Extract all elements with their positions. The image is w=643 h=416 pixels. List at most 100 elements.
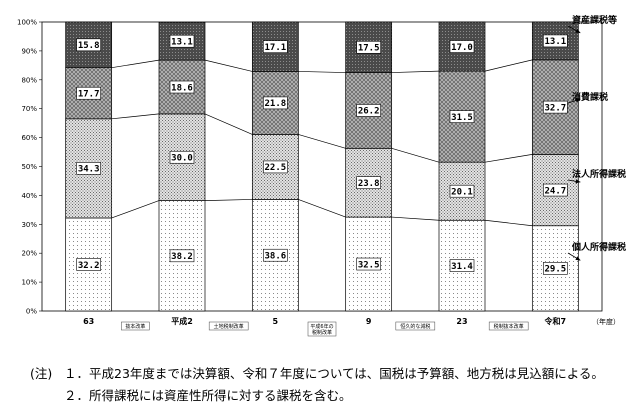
reform-box	[307, 321, 337, 337]
connector-line	[391, 70, 440, 73]
value-label: 17.7	[78, 90, 100, 100]
value-label-box	[169, 249, 195, 263]
note-2: ２．所得課税には資産性所得に対する課税を含む。	[64, 388, 352, 403]
value-label: 30.0	[171, 154, 193, 164]
y-tick-label: 70%	[21, 105, 37, 113]
value-label-box	[543, 34, 568, 48]
reform-box	[488, 321, 529, 331]
value-label: 17.1	[264, 43, 286, 53]
series-label: 資産課税等	[572, 14, 617, 26]
value-label: 38.6	[264, 252, 286, 262]
connector-line	[111, 200, 160, 219]
value-label: 32.5	[358, 260, 380, 270]
value-label: 13.1	[544, 37, 566, 47]
reform-label: 税制抜本改革	[494, 323, 524, 330]
value-label: 26.2	[358, 107, 380, 117]
value-label: 31.5	[451, 113, 473, 123]
value-label-box	[76, 38, 101, 52]
value-label: 29.5	[544, 265, 566, 275]
leader-arrowhead	[575, 179, 581, 184]
x-tick-label: 63	[83, 317, 94, 326]
value-label-box	[543, 262, 568, 275]
series-label: 法人所得課税	[572, 168, 626, 180]
value-label-box	[263, 160, 288, 174]
reform-label: 土地税制改革	[214, 323, 244, 330]
value-label-box	[449, 110, 475, 123]
x-tick-label: 平成2	[171, 316, 193, 326]
y-tick-label: 90%	[21, 47, 37, 55]
value-label: 18.6	[171, 83, 193, 93]
connector-line	[204, 199, 253, 201]
connector-line	[111, 59, 160, 69]
value-label-box	[449, 40, 475, 53]
connector-line	[204, 113, 253, 135]
connector-line	[484, 154, 533, 163]
note-1: １．平成23年度までは決算額、令和７年度については、国税は予算額、地方税は見込額…	[64, 366, 604, 381]
y-tick-label: 40%	[21, 192, 37, 200]
value-label-box	[169, 34, 195, 48]
reform-box	[121, 321, 150, 331]
reform-label: 抜本改革	[125, 323, 145, 330]
value-label: 38.2	[171, 252, 193, 262]
y-tick-label: 50%	[21, 163, 37, 171]
leader-arrowhead	[575, 28, 581, 33]
value-label: 13.1	[171, 38, 193, 48]
series-label: 消費課税	[572, 91, 608, 103]
connector-line	[298, 71, 346, 73]
value-label: 17.5	[358, 44, 380, 54]
connector-line	[484, 59, 533, 72]
value-label-box	[356, 257, 381, 271]
value-label: 23.8	[358, 179, 380, 189]
connector-line	[484, 219, 533, 227]
y-tick-label: 60%	[21, 134, 37, 142]
value-label: 15.8	[78, 41, 100, 51]
y-tick-label: 20%	[21, 250, 37, 258]
connector-line	[391, 147, 440, 163]
stacked-bar-chart: 0% 10% 20% 30% 40% 50% 60% 70% 80% 90% 100% 32.2 34…	[17, 14, 626, 337]
value-label: 21.8	[264, 99, 286, 109]
reform-label: 恒久的な減税	[400, 323, 430, 330]
connector-line	[298, 199, 346, 218]
value-label-box	[449, 184, 475, 198]
value-label: 31.4	[451, 262, 473, 272]
y-tick-label: 30%	[21, 221, 37, 229]
connector-line	[204, 59, 253, 72]
x-tick-label: 令和7	[544, 316, 567, 326]
value-label: 32.7	[544, 103, 566, 113]
connector-line	[111, 113, 160, 120]
value-label-box	[76, 258, 101, 271]
value-label-box	[356, 176, 381, 189]
value-label: 22.5	[264, 163, 286, 173]
value-label-box	[169, 150, 195, 164]
value-label-box	[263, 248, 288, 262]
connector-line	[298, 134, 346, 149]
value-label-box	[543, 100, 568, 114]
value-label: 20.1	[451, 188, 473, 198]
x-tick-label: 9	[366, 317, 372, 326]
leader-arrowhead	[575, 98, 581, 103]
y-tick-label: 80%	[21, 76, 37, 84]
x-unit-label: （年度）	[592, 317, 620, 326]
bar-segment	[158, 21, 206, 61]
notes-label: (注)	[30, 366, 53, 381]
reform-label: 平成6年の税制改革	[310, 323, 333, 336]
y-tick-label: 10%	[21, 279, 37, 287]
reform-box	[208, 321, 249, 331]
value-label-box	[76, 86, 101, 100]
value-label-box	[76, 162, 101, 175]
leader-arrowhead	[575, 256, 581, 261]
x-tick-label: 5	[273, 317, 279, 326]
value-label-box	[263, 40, 288, 54]
connector-line	[391, 216, 440, 221]
value-label-box	[356, 104, 381, 117]
y-tick-label: 0%	[26, 308, 37, 316]
y-tick-label: 100%	[17, 19, 37, 27]
x-tick-label: 23	[456, 317, 467, 326]
value-label-box	[543, 183, 568, 197]
value-label-box	[263, 96, 288, 110]
value-label-box	[449, 259, 475, 272]
value-label: 32.2	[78, 261, 100, 271]
series-label: 個人所得課税	[571, 241, 626, 253]
value-label: 17.0	[451, 43, 473, 53]
value-label-box	[169, 80, 195, 94]
